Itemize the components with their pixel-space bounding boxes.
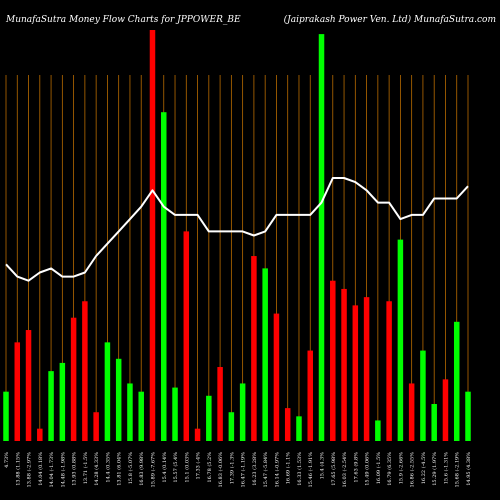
x-tick-label: 16.83 (9.98% [138,452,145,486]
x-tick-label: 14.04 (0.18% [37,452,44,486]
bar [127,383,133,441]
x-tick-label: 16.09 (-1.5% [375,452,382,484]
bar [3,391,9,441]
x-tick-label: 17.39 (-1.3% [228,452,235,484]
bar [453,321,460,441]
x-tick-label: 14.95 (4.38% [465,452,472,486]
bar [251,256,257,441]
bar [59,362,66,441]
bar [352,305,359,441]
x-tick-label: 15.29 (1.97% [431,452,438,486]
bar [25,330,32,441]
bar [104,342,111,441]
x-tick-labels: 4.73% 13.88 (1.15% 13.88 (-2.97% 14.04 (0.1… [4,452,472,488]
bar [284,408,291,441]
bar [115,358,122,441]
bar [183,231,190,441]
bar [228,412,235,441]
x-tick-label: 15.9 (-2.66% [397,452,404,484]
x-tick-label: 15.89 (-7.67% [149,452,156,488]
bar [431,404,437,441]
x-tick-label: 15.1 (0.03% [183,452,190,483]
bar [206,395,212,441]
x-tick-label: 15.57 (5.4% [172,452,179,483]
x-tick-label: 15.49 (0.06% [364,452,371,486]
chart-title: MunafaSutra Money Flow Charts for JPPOWE… [5,15,241,25]
x-tick-label: 17.63 (9.8% [352,452,359,483]
bar [397,239,404,441]
x-tick-label: 13.88 (1.15% [14,452,21,486]
x-tick-label: 15.8 (-5.07% [127,452,134,484]
x-tick-label: 16.22 (-4.5% [420,452,427,484]
x-tick-label: 16.79 (6.35% [386,452,393,486]
bar [420,350,426,441]
bar [93,412,99,441]
x-tick-label: 13.71 (-1.5% [82,452,89,484]
bar [341,288,347,441]
x-tick-label: 16.83 (-0.06% [217,452,224,488]
bar [37,428,43,441]
x-tick-label: 16.78 (5.2% [206,452,213,483]
bar [161,112,167,441]
bar [442,379,449,441]
x-tick-label: 17.33 (-4% [195,452,202,480]
x-tick-label: 15.6 (-1.31% [442,452,449,484]
x-tick-label: 16.47 (-1.19% [240,452,247,488]
x-tick-label: 4.73% [4,452,10,468]
x-tick-label: 16.86 (-2.55% [409,452,416,488]
bar [318,34,325,442]
bar [14,342,21,441]
x-tick-label: 16.03 (-2.54% [341,452,348,488]
x-tick-label: 16.69 (-1.1% [285,452,292,484]
bar [217,367,223,441]
x-tick-label: 14.4 (0.35% [104,452,111,483]
bar [375,420,381,441]
bar [262,268,268,441]
bar [386,301,392,441]
x-tick-label: 15.4 (0.14% [161,452,168,483]
bar [138,391,144,441]
x-tick-label: 15.47 (-5.84% [262,452,269,488]
bar [307,350,313,441]
bar [82,301,88,441]
x-tick-label: 13.93 (0.88% [71,452,78,486]
x-tick-label: 15.46 (-1.91% [307,452,314,488]
trend-line [5,177,469,282]
bar [149,30,156,441]
bar [465,391,471,441]
bar [48,371,54,441]
bar [194,428,201,441]
x-tick-label: 16.23 (3.28% [251,452,258,486]
x-tick-label: 15.4 (4.3% [319,452,326,480]
bars [3,30,471,442]
x-tick-label: 14.48 (-1.98% [59,452,66,488]
bar [363,297,370,441]
bar [273,313,280,441]
bar [408,383,415,441]
x-tick-label: 17.65 (5.98% [330,452,337,486]
x-tick-label: 16.14 (-0.97% [273,452,280,488]
x-tick-label: 16.33 (1.53% [296,452,303,486]
bar [330,280,336,441]
bar [172,387,178,441]
bar [70,317,77,441]
x-tick-label: 15.68 (-2.19% [454,452,461,488]
bar [296,416,302,441]
chart-subtitle: (Jaiprakash Power Ven. Ltd) MunafaSutra.… [284,14,496,25]
bar [239,383,246,441]
x-tick-label: 14.28 (4.33% [93,452,100,486]
x-tick-label: 14.04 (-1.73% [48,452,55,488]
trend-line-layer [5,177,469,282]
x-tick-label: 13.81 (6.04% [116,452,123,486]
x-tick-label: 13.88 (-2.97% [26,452,33,488]
